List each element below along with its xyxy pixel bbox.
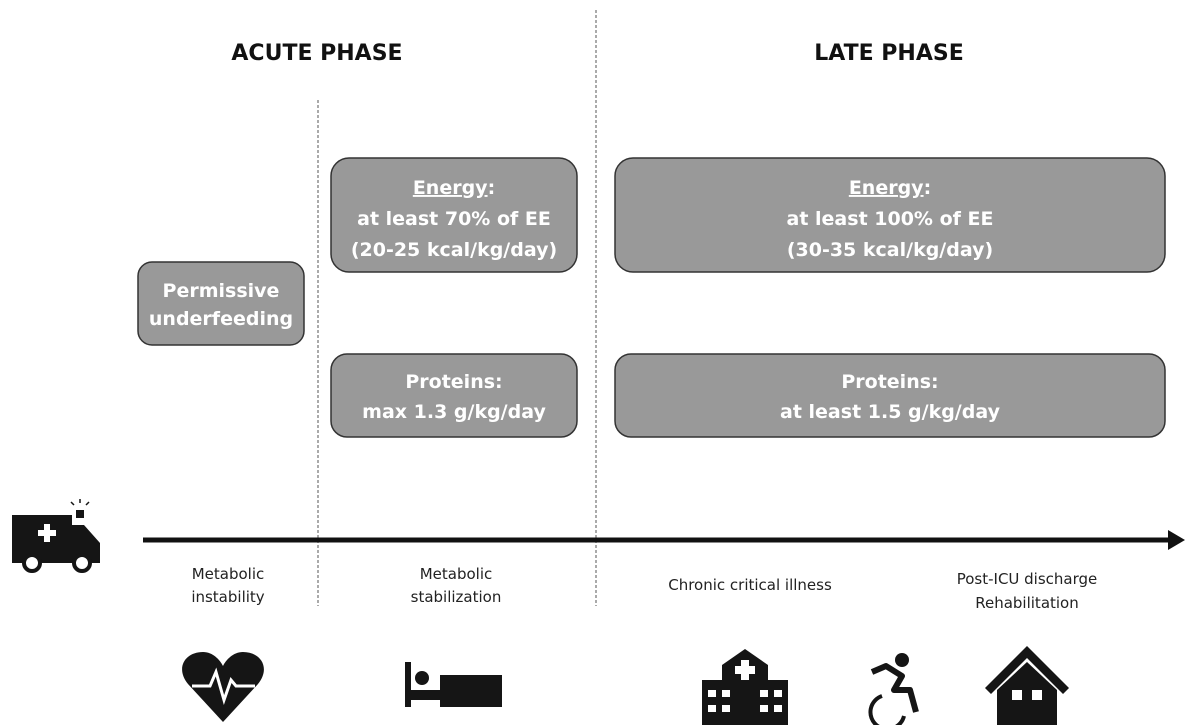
- stage-label: Chronic critical illness: [668, 576, 832, 594]
- box-text: Proteins:: [841, 371, 938, 393]
- stage-label: Metabolic: [192, 565, 265, 583]
- phase-title: LATE PHASE: [814, 41, 963, 66]
- box-heading-suffix: :: [488, 177, 496, 199]
- box-text: Proteins:: [405, 371, 502, 393]
- heart-icon: [182, 652, 264, 722]
- box-heading-suffix: :: [924, 177, 932, 199]
- house-icon: [985, 646, 1069, 725]
- box: [614, 157, 1166, 273]
- box: [614, 353, 1166, 438]
- timeline-arrowhead: [1168, 530, 1185, 550]
- box: [330, 353, 578, 438]
- box-text: max 1.3 g/kg/day: [362, 401, 546, 423]
- box-text: Energy:: [413, 177, 495, 199]
- stage-label: Rehabilitation: [975, 594, 1079, 612]
- box-text: (30-35 kcal/kg/day): [787, 239, 993, 261]
- box-text: Permissive: [163, 280, 280, 302]
- stage-label: instability: [191, 588, 264, 606]
- box-text: Energy:: [849, 177, 931, 199]
- stage-label: Metabolic: [420, 565, 493, 583]
- box-heading: Energy: [413, 177, 488, 199]
- phase-title: ACUTE PHASE: [231, 41, 402, 66]
- box-text: at least 100% of EE: [787, 208, 994, 230]
- box-text: (20-25 kcal/kg/day): [351, 239, 557, 261]
- bed-icon: [405, 662, 502, 707]
- hospital-icon: [702, 649, 788, 725]
- box: [330, 157, 578, 273]
- box-text: at least 70% of EE: [357, 208, 551, 230]
- wheelchair-icon: [868, 653, 919, 725]
- ambulance-icon: [12, 499, 100, 573]
- box: [137, 261, 305, 346]
- box-text: underfeeding: [149, 308, 293, 330]
- stage-label: stabilization: [411, 588, 502, 606]
- box-text: at least 1.5 g/kg/day: [780, 401, 1001, 423]
- box-heading: Energy: [849, 177, 924, 199]
- stage-label: Post-ICU discharge: [957, 570, 1098, 588]
